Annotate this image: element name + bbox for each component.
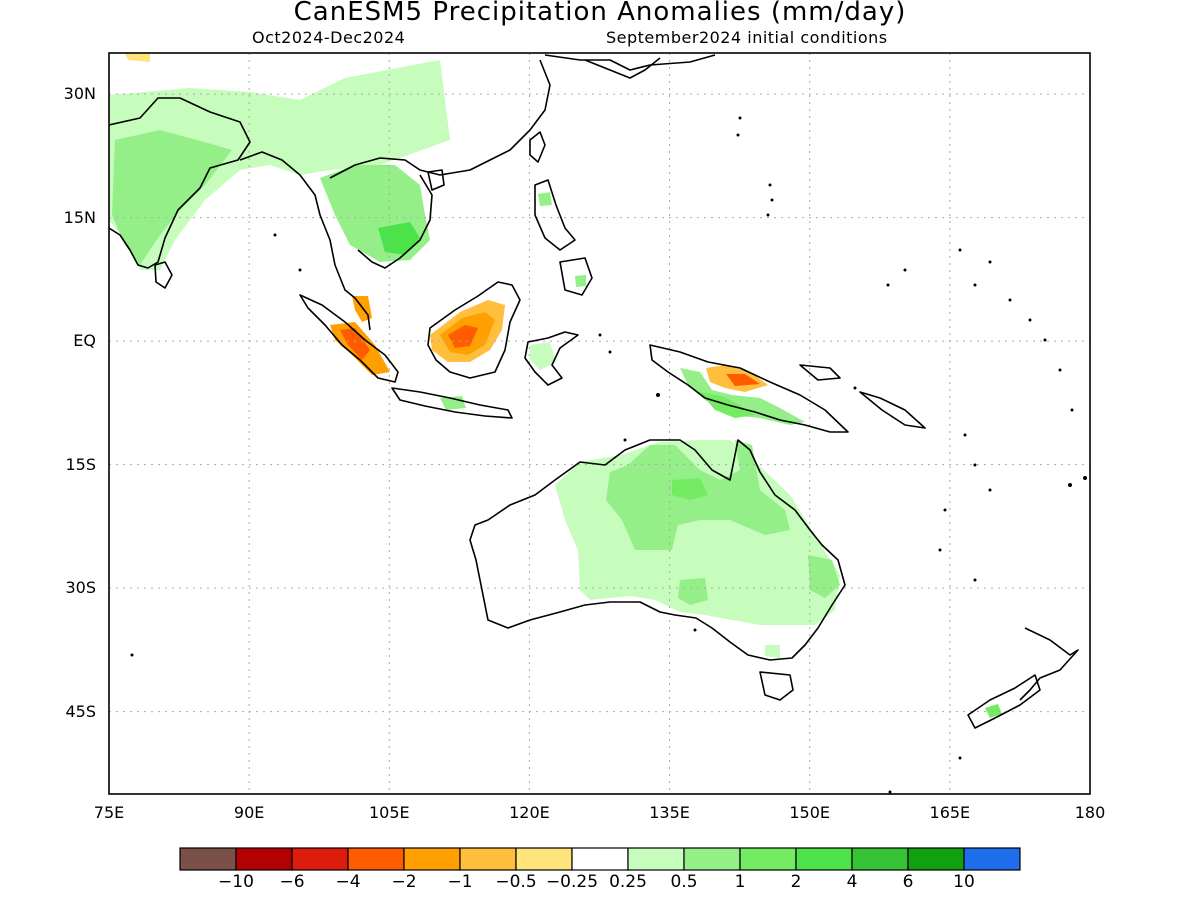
dry-area-sumatra-core xyxy=(340,328,370,360)
colorbar-swatch xyxy=(515,847,573,871)
coastlines xyxy=(109,54,1079,729)
colorbar-tick-label: −0.5 xyxy=(495,872,537,892)
coast-sumatra xyxy=(299,294,399,383)
colorbar-tick-label: 0.25 xyxy=(609,872,647,892)
colorbar-swatch xyxy=(739,847,797,871)
lon-tick-label: 135E xyxy=(649,803,690,822)
wet-area-india xyxy=(109,60,450,270)
colorbar-swatch xyxy=(179,847,237,871)
initial-conditions: September2024 initial conditions xyxy=(606,28,888,47)
colorbar-tick-label: 10 xyxy=(953,872,975,892)
wet-area-australia-pocket xyxy=(672,478,708,500)
colorbar-tick-label: 6 xyxy=(902,872,914,892)
lat-tick-label: 15N xyxy=(63,207,96,227)
colorbar-tick-label: −6 xyxy=(279,872,305,892)
coast-taiwan xyxy=(529,131,546,163)
colorbar-tick-label: −10 xyxy=(218,872,254,892)
dry-area-new-guinea-core xyxy=(726,374,760,386)
lat-tick-label: EQ xyxy=(73,331,96,351)
map-background xyxy=(109,53,1090,794)
colorbar xyxy=(179,847,1021,871)
lon-tick-label: 120E xyxy=(509,803,550,822)
coast-tasmania xyxy=(759,671,794,701)
wet-patch-sulawesi xyxy=(530,342,556,370)
colorbar-tick-label: −2 xyxy=(391,872,417,892)
pacific-islands xyxy=(130,116,1087,794)
wet-area-australia-south xyxy=(678,578,708,605)
coast-indochina-south xyxy=(357,174,433,269)
coast-sri-lanka xyxy=(154,261,173,289)
colorbar-swatch xyxy=(683,847,741,871)
coast-hainan xyxy=(427,169,445,191)
wet-patch-mindanao xyxy=(575,275,586,287)
lat-tick-label: 30S xyxy=(65,578,96,598)
lon-tick-label: 150E xyxy=(789,803,831,822)
wet-area-india-core xyxy=(112,130,232,265)
wet-patch-philippines xyxy=(538,192,552,206)
coast-sulawesi xyxy=(524,331,579,386)
colorbar-swatch xyxy=(851,847,909,871)
coast-new-britain xyxy=(799,364,841,381)
lat-tick-label: 45S xyxy=(65,701,96,721)
colorbar-swatch xyxy=(459,847,517,871)
colorbar-swatch xyxy=(347,847,405,871)
coast-new-guinea xyxy=(649,344,849,433)
colorbar-tick-label: −0.25 xyxy=(545,872,599,892)
wet-area-new-guinea xyxy=(680,368,805,425)
coast-japan xyxy=(584,57,661,79)
colorbar-tick-label: −4 xyxy=(335,872,361,892)
dry-area-borneo-core xyxy=(448,325,478,348)
wet-area-australia-east xyxy=(808,555,840,598)
colorbar-swatch xyxy=(235,847,293,871)
colorbar-swatch xyxy=(571,847,629,871)
dry-area-malaya xyxy=(352,296,372,322)
lon-tick-label: 165E xyxy=(929,803,971,822)
coast-bay-of-bengal xyxy=(239,151,371,331)
coast-indochina xyxy=(329,59,551,179)
wet-patch-new-zealand xyxy=(985,704,1002,718)
map-title: CanESM5 Precipitation Anomalies (mm/day) xyxy=(293,0,907,27)
map-frame xyxy=(108,52,1091,795)
colorbar-tick-label: 1 xyxy=(734,872,746,892)
lon-tick-label: 75E xyxy=(93,803,125,822)
lat-tick-label: 30N xyxy=(63,84,96,104)
coast-philippines-mindanao xyxy=(559,257,593,296)
coast-australia xyxy=(469,439,846,661)
colorbar-swatch xyxy=(795,847,853,871)
anomaly-shading xyxy=(109,53,1002,718)
colorbar-swatch xyxy=(403,847,461,871)
coast-borneo xyxy=(427,281,521,379)
lat-tick-label: 15S xyxy=(65,454,96,474)
wet-patch-victoria xyxy=(765,645,780,658)
colorbar-swatch xyxy=(907,847,965,871)
colorbar-swatch xyxy=(963,847,1021,871)
coast-south-asia xyxy=(109,97,251,269)
forecast-period: Oct2024-Dec2024 xyxy=(252,28,406,47)
coast-java xyxy=(391,387,513,419)
wet-area-indochina-core xyxy=(378,222,420,255)
coast-philippines-luzon xyxy=(534,179,576,251)
dry-patch-north xyxy=(125,53,150,62)
colorbar-swatch xyxy=(291,847,349,871)
lon-tick-label: 105E xyxy=(368,803,410,822)
colorbar-tick-label: 0.5 xyxy=(670,872,698,892)
colorbar-tick-label: 4 xyxy=(846,872,858,892)
colorbar-swatch xyxy=(627,847,685,871)
lon-tick-label: 90E xyxy=(233,803,265,822)
coast-new-zealand-south xyxy=(967,674,1041,729)
coast-solomons xyxy=(859,391,926,429)
lon-tick-label: 180 xyxy=(1074,803,1106,822)
coast-china xyxy=(544,54,716,71)
coast-new-zealand-north xyxy=(1019,627,1079,701)
colorbar-tick-label: 2 xyxy=(790,872,802,892)
colorbar-tick-label: −1 xyxy=(447,872,473,892)
